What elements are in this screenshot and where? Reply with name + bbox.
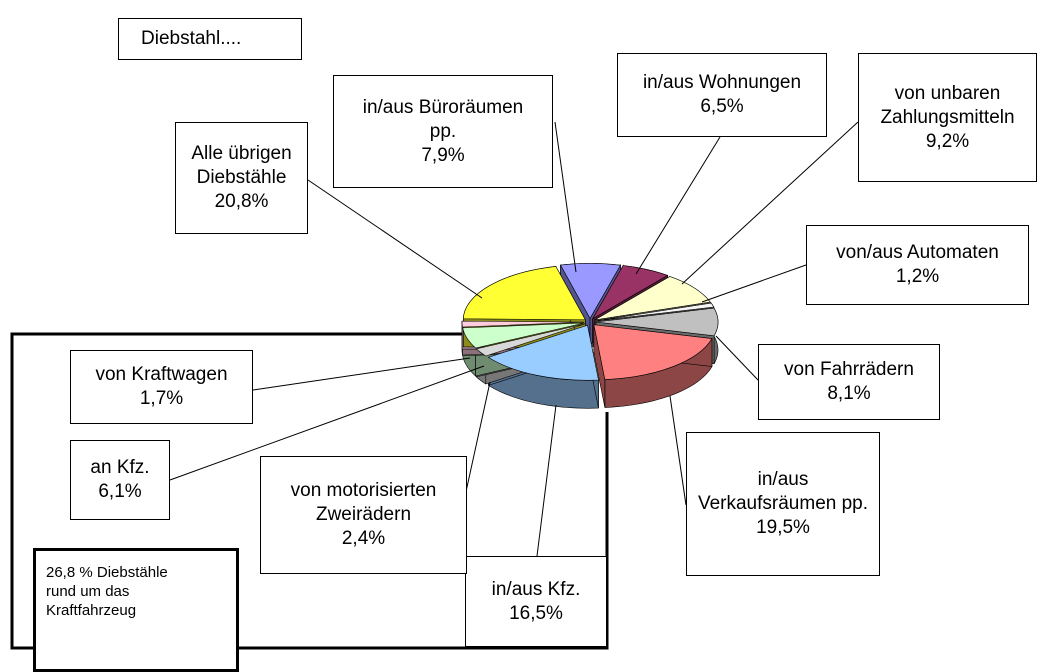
callout-box: in/aus Verkaufsräumen pp. 19,5% — [686, 432, 880, 576]
callout-box: Alle übrigen Diebstähle 20,8% — [175, 122, 308, 234]
leader-line — [536, 404, 557, 557]
value-label: 1,2% — [895, 266, 940, 287]
slice-label: in/aus Kfz. — [491, 578, 581, 600]
callout-box: in/aus Wohnungen 6,5% — [617, 53, 827, 137]
leader-line — [701, 264, 807, 303]
slice-label: von/aus Automaten — [836, 242, 999, 263]
value-label: 1,7% — [139, 388, 184, 409]
leader-line — [252, 357, 471, 391]
leader-line — [669, 395, 687, 506]
value-label: 7,9% — [421, 144, 465, 166]
callout-box: von/aus Automaten 1,2% — [806, 225, 1029, 305]
annotation: 26,8 % Diebstähle rund um das Kraftfahrz… — [33, 548, 239, 672]
value-label: 9,2% — [925, 130, 970, 152]
slice-top — [462, 322, 585, 349]
slice-top — [560, 263, 621, 320]
leader-line — [715, 335, 759, 381]
callout-box: von Fahrrädern 8,1% — [758, 344, 940, 420]
value-label: 19,5% — [756, 517, 810, 538]
leader-line — [169, 365, 485, 481]
slice-label: von Fahrrädern — [784, 359, 914, 380]
slice-top — [594, 276, 711, 321]
group-frame — [10, 332, 609, 650]
value-label: 16,5% — [509, 602, 563, 624]
slice-label: von Kraftwagen — [95, 364, 228, 385]
slice-top — [475, 323, 585, 357]
callout-box: in/aus Kfz. 16,5% — [465, 556, 607, 647]
value-label: 20,8% — [214, 191, 269, 212]
slice-label: in/aus Verkaufsräumen pp. — [697, 469, 869, 514]
slice-top — [463, 266, 586, 321]
slice-top — [487, 324, 599, 381]
callout-box: an Kfz. 6,1% — [70, 440, 170, 520]
value-label: 8,1% — [827, 383, 871, 404]
callout-box: in/aus Büroräumen pp. 7,9% — [333, 75, 553, 188]
callout-box: von unbaren Zahlungsmitteln 9,2% — [858, 53, 1037, 182]
leader-line — [554, 121, 577, 273]
slice-top — [595, 307, 719, 337]
callout-box: von Kraftwagen 1,7% — [70, 350, 253, 424]
slice-top — [591, 265, 669, 320]
leader-line — [635, 136, 721, 275]
value-label: 6,1% — [98, 481, 142, 502]
leader-line — [681, 121, 859, 285]
value-label: 2,4% — [341, 528, 386, 549]
leader-line — [307, 179, 483, 299]
slice-label: in/aus Wohnungen — [642, 72, 802, 93]
chart-title: Diebstahl.... — [118, 18, 302, 60]
slice-label: von unbaren Zahlungsmitteln — [880, 82, 1015, 128]
slice-top — [593, 324, 713, 380]
slice-label: Alle übrigen Diebstähle — [191, 143, 292, 188]
slice-label: von motorisierten Zweirädern — [290, 480, 437, 525]
slice-top — [595, 302, 715, 322]
slice-label: an Kfz. — [90, 457, 150, 478]
slice-label: in/aus Büroräumen pp. — [362, 96, 524, 142]
value-label: 6,5% — [700, 96, 744, 117]
slice-top — [461, 320, 585, 328]
annotation-text: 26,8 % Diebstähle rund um das Kraftfahrz… — [46, 564, 168, 619]
callout-box: von motorisierten Zweirädern 2,4% — [260, 456, 467, 574]
